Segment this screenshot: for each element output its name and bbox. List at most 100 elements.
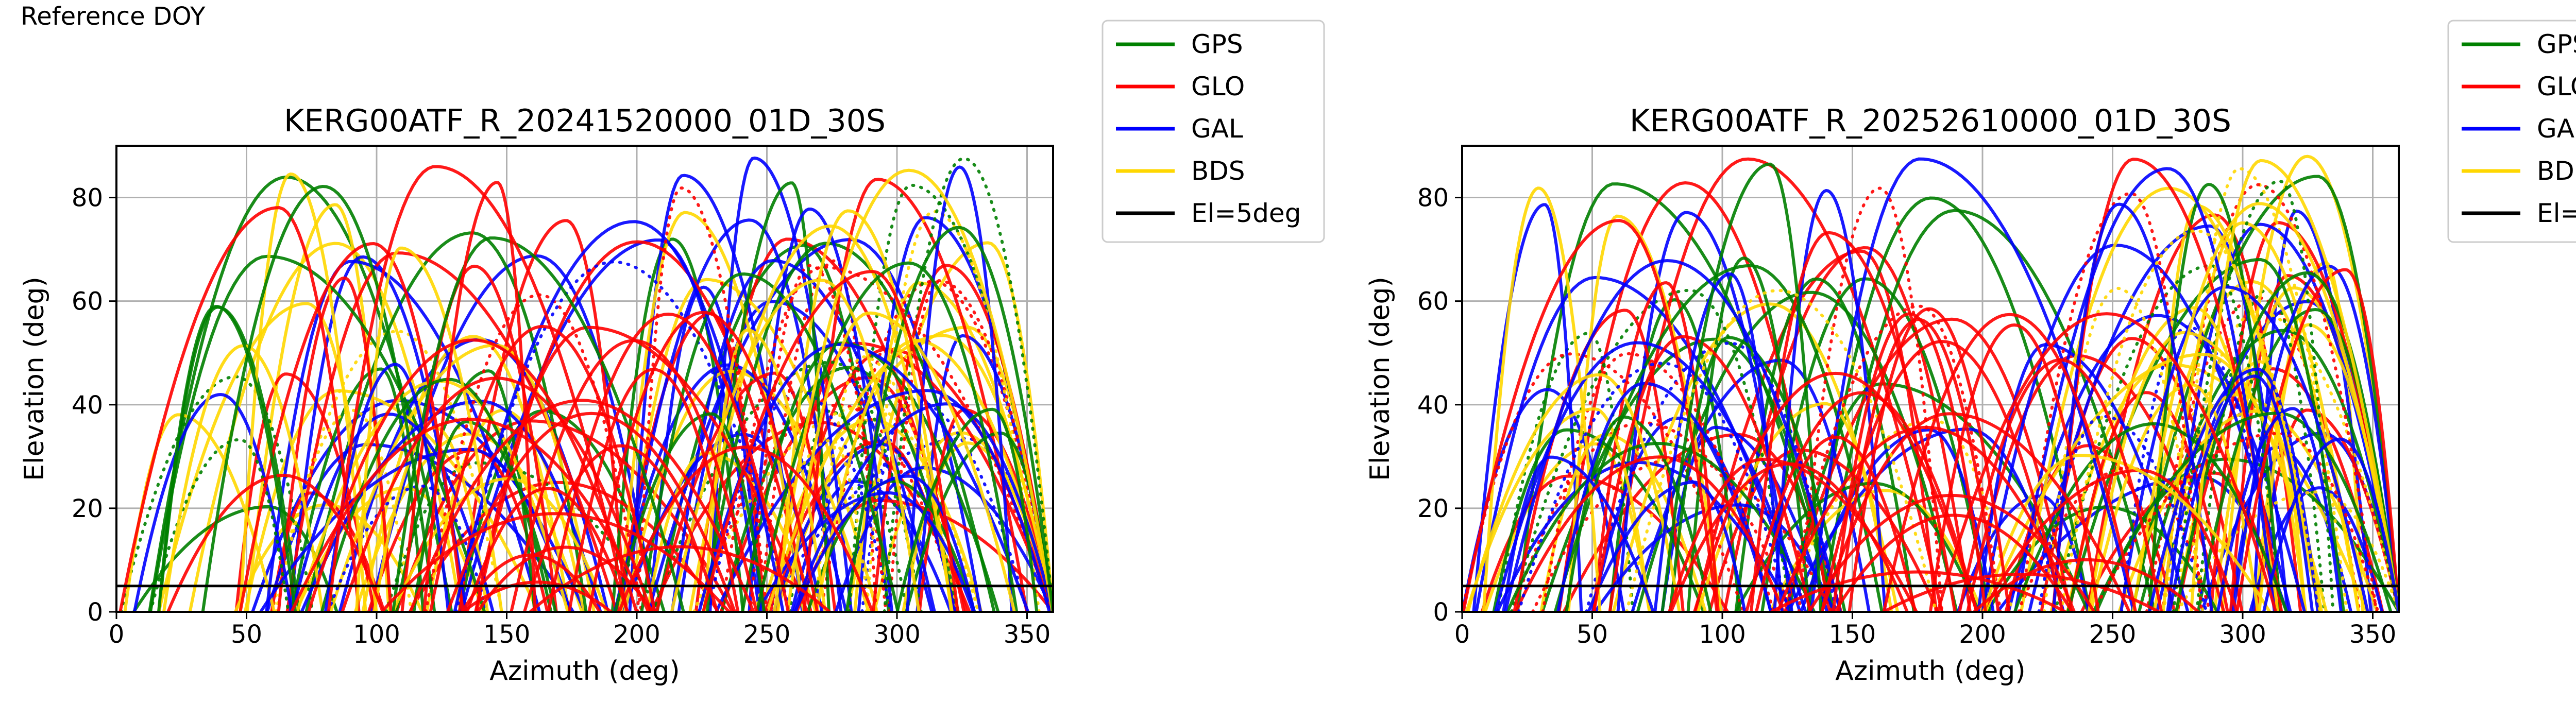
y-tick-label: 40: [1417, 391, 1449, 420]
chart-title: KERG00ATF_R_20252610000_01D_30S: [1630, 103, 2231, 139]
track-gps: [119, 375, 314, 612]
track-gal: [2007, 314, 2306, 612]
track-gal: [748, 208, 894, 612]
track-glo: [1541, 352, 1775, 612]
skyplot-2: 0 50 100 150 200 250 300 350 0 20 40 60 80 KERG00ATF_…: [1365, 20, 2576, 687]
x-tick-label: 350: [1004, 620, 1051, 649]
track-bds: [815, 339, 1053, 612]
track-gal: [1504, 259, 1842, 612]
x-tick-label: 0: [109, 620, 125, 649]
track-glo: [1770, 570, 2067, 612]
track-gps: [392, 236, 685, 612]
legend-entry: GPS: [2537, 29, 2576, 59]
track-bds: [1625, 288, 1938, 612]
track-glo: [2235, 268, 2399, 612]
legend: GPS GLO GAL BDS El=5deg: [2447, 20, 2576, 243]
track-glo: [307, 338, 638, 612]
track-bds: [1466, 373, 1681, 612]
track-glo: [409, 399, 755, 612]
track-gps: [1660, 162, 1823, 612]
track-gps: [1510, 288, 1793, 612]
track-glo: [702, 270, 959, 612]
track-glo: [400, 264, 558, 612]
legend-entry: El=5deg: [1191, 198, 1301, 228]
track-bds: [1539, 433, 1707, 612]
track-gps: [895, 407, 1039, 612]
track-glo: [720, 265, 1053, 612]
y-tick-label: 20: [72, 494, 103, 523]
track-gal: [791, 402, 1053, 612]
track-gal: [1660, 425, 1829, 612]
track-gps: [652, 361, 923, 612]
track-glo: [1513, 308, 1685, 612]
track-bds: [1482, 186, 1602, 612]
track-glo: [918, 408, 1053, 612]
y-tick-label: 40: [72, 391, 103, 420]
track-gal: [1809, 157, 2136, 612]
track-gal: [1472, 203, 1583, 612]
track-gps: [2054, 264, 2283, 612]
track-gal: [2168, 374, 2314, 612]
satellite-tracks: [1462, 155, 2399, 612]
track-glo: [1749, 231, 1957, 612]
track-gal: [648, 285, 763, 612]
legend-entry: GPS: [1191, 29, 1243, 59]
track-glo: [1958, 358, 2163, 612]
track-glo: [1462, 352, 1745, 612]
track-bds: [329, 344, 596, 612]
track-glo: [239, 242, 465, 612]
track-bds: [618, 211, 805, 612]
track-glo: [1744, 391, 1978, 612]
track-glo: [617, 445, 874, 612]
x-tick-label: 200: [613, 620, 660, 649]
track-glo: [1882, 313, 2138, 612]
track-gal: [1799, 428, 1995, 612]
track-glo: [1833, 513, 2074, 612]
legend-entry: GAL: [1191, 114, 1243, 144]
track-glo: [327, 165, 629, 612]
track-gps: [1553, 264, 1884, 612]
track-bds: [688, 224, 954, 612]
track-bds: [2221, 155, 2399, 612]
track-gps: [2172, 179, 2335, 612]
track-gal: [2013, 167, 2276, 612]
track-gal: [326, 484, 488, 612]
plot-frame: [115, 145, 1054, 613]
legend-box: [1101, 20, 1325, 243]
track-gal: [2262, 437, 2399, 612]
track-gal: [2037, 415, 2208, 612]
legend-entry: BDS: [1191, 156, 1245, 186]
x-tick-label: 0: [1454, 620, 1470, 649]
track-glo: [1755, 435, 1917, 612]
track-bds: [2162, 310, 2399, 612]
x-tick-label: 350: [2349, 620, 2397, 649]
track-bds: [239, 172, 367, 612]
track-gps: [845, 226, 1053, 612]
track-glo: [380, 512, 731, 612]
x-tick-label: 150: [1829, 620, 1876, 649]
track-gal: [860, 398, 1029, 612]
track-glo: [1936, 312, 2278, 612]
y-tick-label: 80: [72, 184, 103, 213]
track-glo: [1966, 354, 2226, 612]
track-gal: [2248, 486, 2384, 612]
track-glo: [460, 553, 601, 612]
track-glo: [446, 412, 737, 612]
skyplot-1: 0 50 100 150 200 250 300 350 0 20 40 60 80 KERG00ATF_…: [19, 20, 1325, 687]
track-glo: [1776, 425, 2076, 612]
track-glo: [465, 487, 629, 612]
track-gal: [1773, 188, 1887, 612]
track-gal: [454, 260, 792, 612]
satellite-tracks: [118, 156, 1053, 612]
track-gps: [2092, 412, 2393, 612]
track-gal: [1502, 455, 1655, 612]
legend-entry: GAL: [2537, 114, 2576, 144]
track-glo: [819, 280, 1053, 612]
track-glo: [749, 264, 888, 612]
track-glo: [285, 251, 618, 612]
track-gal: [2052, 202, 2213, 612]
track-gps: [2066, 258, 2345, 612]
track-glo: [2092, 432, 2380, 612]
y-tick-label: 60: [1417, 287, 1449, 316]
